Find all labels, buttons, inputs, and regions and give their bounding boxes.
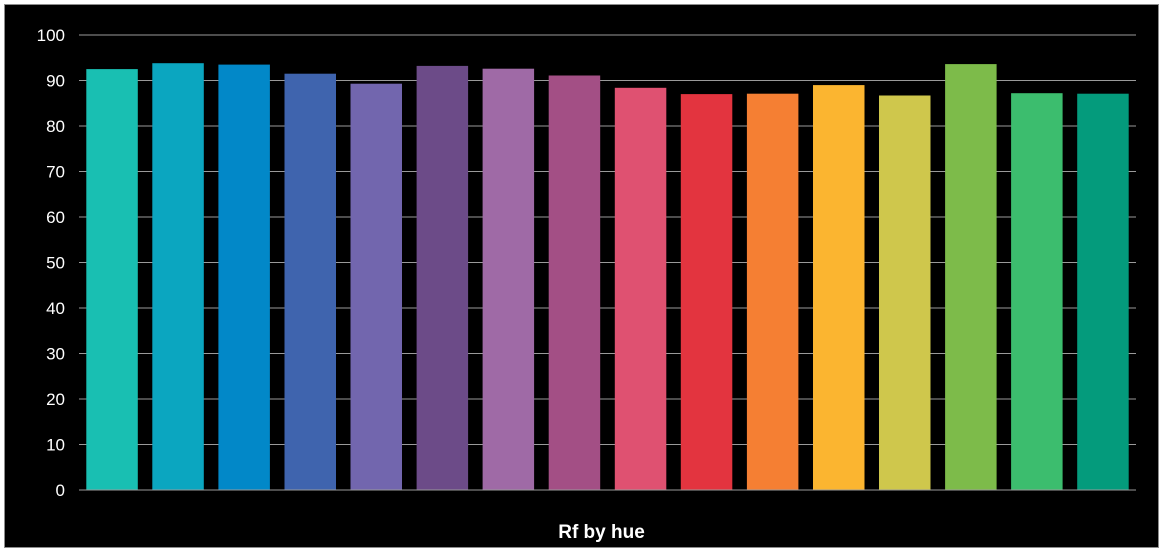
y-tick-label: 20	[46, 390, 65, 409]
y-axis-tick-labels: 0 10 20 30 40 50 60 70 80 90 100	[37, 26, 65, 500]
bar-5	[350, 83, 402, 490]
y-tick-label: 50	[46, 254, 65, 273]
bar-11	[746, 93, 799, 490]
y-tick-label: 100	[37, 26, 65, 45]
bars	[86, 63, 1129, 491]
y-tick-label: 30	[46, 345, 65, 364]
y-tick-label: 70	[46, 163, 65, 182]
bar-16	[1077, 93, 1129, 490]
bar-chart: 0 10 20 30 40 50 60 70 80 90 100 Rf by hue	[37, 26, 1136, 543]
bar-4	[284, 73, 336, 490]
bar-14	[945, 64, 997, 490]
bar-13	[879, 95, 931, 490]
bar-8	[548, 75, 601, 490]
y-tick-label: 10	[46, 436, 65, 455]
y-tick-label: 40	[46, 299, 65, 318]
bar-3	[218, 64, 270, 490]
bar-1	[86, 69, 138, 490]
y-tick-label: 80	[46, 117, 65, 136]
bar-12	[813, 85, 865, 490]
y-tick-label: 60	[46, 208, 65, 227]
chart-frame: 0 10 20 30 40 50 60 70 80 90 100 Rf by hue	[4, 4, 1159, 548]
bar-15	[1011, 93, 1063, 490]
y-tick-label: 90	[46, 72, 65, 91]
bar-9	[614, 87, 667, 491]
y-tick-label: 0	[56, 481, 65, 500]
x-axis-title: Rf by hue	[558, 522, 645, 543]
bar-6	[416, 65, 469, 491]
bar-7	[482, 68, 535, 490]
bar-10	[680, 94, 733, 490]
bar-2	[152, 63, 204, 490]
